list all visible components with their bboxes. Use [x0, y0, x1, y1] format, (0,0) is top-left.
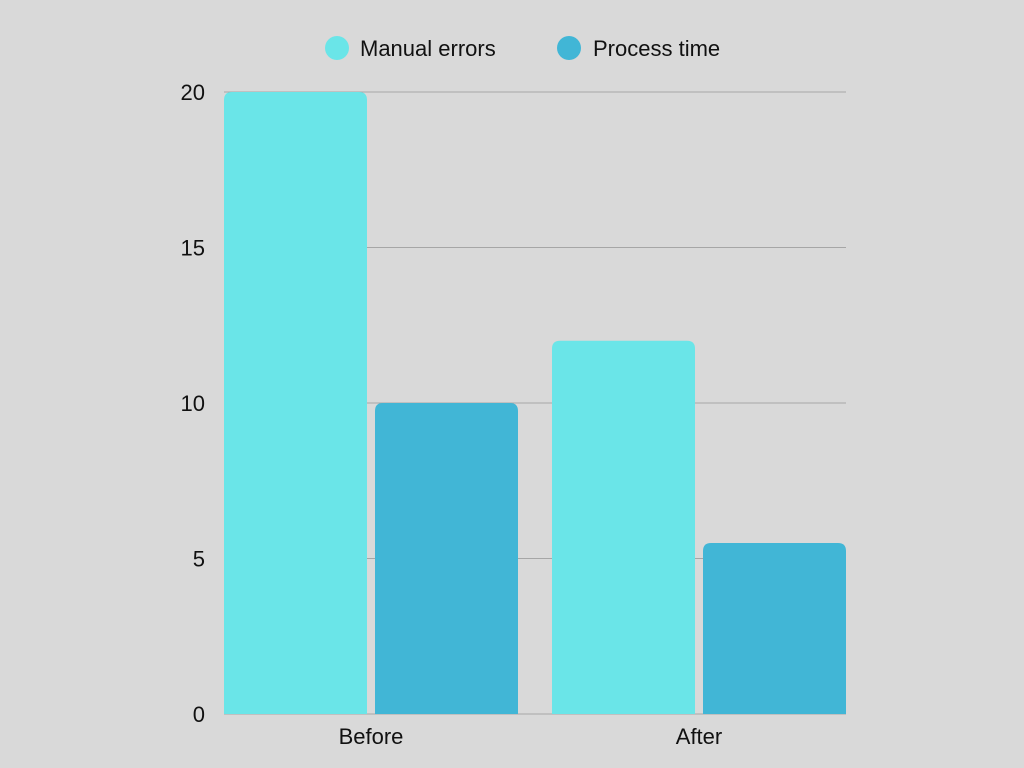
legend-label: Manual errors	[360, 36, 496, 61]
bar-manual-errors-after	[552, 340, 695, 714]
y-tick-label: 20	[181, 80, 205, 105]
bar-manual-errors-before	[224, 92, 367, 714]
x-tick-label: After	[676, 724, 722, 749]
x-tick-label: Before	[339, 724, 404, 749]
y-axis-ticks: 0 5 10 15 20	[181, 80, 205, 727]
y-tick-label: 10	[181, 391, 205, 416]
bar-process-time-before	[375, 403, 518, 714]
legend-label: Process time	[593, 36, 720, 61]
legend: Manual errors Process time	[325, 36, 720, 61]
y-tick-label: 5	[193, 547, 205, 572]
legend-item-process-time[interactable]: Process time	[557, 36, 720, 61]
y-tick-label: 0	[193, 702, 205, 727]
y-tick-label: 15	[181, 236, 205, 261]
bars	[224, 92, 846, 714]
legend-swatch	[557, 36, 581, 60]
x-axis-ticks: Before After	[339, 724, 723, 749]
legend-item-manual-errors[interactable]: Manual errors	[325, 36, 496, 61]
legend-swatch	[325, 36, 349, 60]
bar-process-time-after	[703, 542, 846, 714]
